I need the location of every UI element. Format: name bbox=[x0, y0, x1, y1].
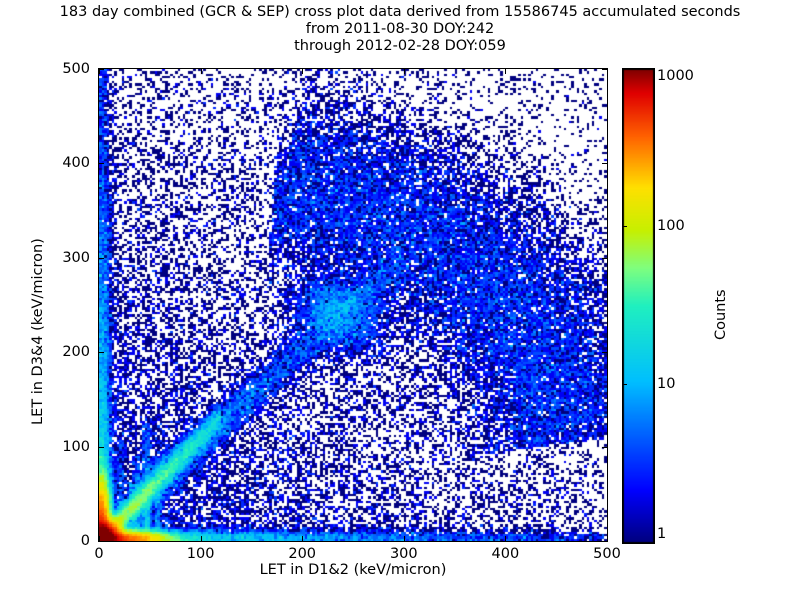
x-tick-label: 300 bbox=[389, 546, 418, 562]
colorbar-tick-mark bbox=[622, 384, 627, 385]
x-tick-mark bbox=[505, 69, 507, 74]
y-tick-mark bbox=[99, 352, 104, 354]
y-tick-label: 200 bbox=[62, 344, 90, 361]
y-tick-mark bbox=[99, 257, 104, 259]
colorbar bbox=[622, 68, 655, 544]
y-axis-label: LET in D3&4 (keV/micron) bbox=[30, 238, 46, 425]
y-tick-label: 100 bbox=[62, 438, 90, 455]
colorbar-tick-label: 1000 bbox=[657, 68, 694, 84]
x-tick-mark bbox=[403, 536, 405, 541]
colorbar-label: Counts bbox=[713, 289, 729, 340]
y-tick-mark bbox=[602, 69, 607, 70]
title-line-1: 183 day combined (GCR & SEP) cross plot … bbox=[59, 4, 741, 20]
x-tick-mark bbox=[607, 69, 608, 74]
y-tick-mark bbox=[99, 446, 104, 448]
y-tick-mark bbox=[602, 541, 607, 542]
y-tick-label: 0 bbox=[80, 533, 90, 549]
y-tick-mark bbox=[602, 352, 607, 354]
plot-area bbox=[98, 68, 608, 542]
x-tick-mark bbox=[200, 69, 202, 74]
title-line-2: from 2011-08-30 DOY:242 bbox=[305, 21, 495, 37]
x-tick-label: 500 bbox=[593, 546, 621, 562]
x-tick-mark bbox=[505, 536, 507, 541]
y-tick-label: 300 bbox=[62, 249, 90, 266]
y-tick-mark bbox=[99, 69, 104, 70]
y-tick-mark bbox=[99, 163, 104, 165]
x-tick-mark bbox=[302, 536, 304, 541]
y-tick-mark bbox=[99, 541, 104, 542]
x-tick-label: 200 bbox=[288, 546, 317, 562]
x-tick-mark bbox=[99, 536, 100, 541]
x-tick-mark bbox=[302, 69, 304, 74]
x-tick-label: 400 bbox=[491, 546, 520, 562]
x-tick-mark bbox=[403, 69, 405, 74]
x-tick-label: 100 bbox=[186, 546, 215, 562]
density-heatmap bbox=[99, 69, 607, 541]
colorbar-gradient bbox=[622, 68, 655, 544]
x-tick-label: 0 bbox=[94, 546, 104, 562]
y-tick-label: 400 bbox=[62, 155, 90, 172]
x-tick-mark bbox=[99, 69, 100, 74]
title-line-3: through 2012-02-28 DOY:059 bbox=[294, 38, 506, 54]
chart-title: 183 day combined (GCR & SEP) cross plot … bbox=[0, 4, 800, 55]
y-tick-mark bbox=[602, 257, 607, 259]
y-tick-mark bbox=[602, 163, 607, 165]
x-axis-label: LET in D1&2 (keV/micron) bbox=[259, 562, 447, 578]
colorbar-tick-mark bbox=[622, 226, 627, 227]
colorbar-tick-label: 1 bbox=[657, 526, 667, 542]
y-tick-mark bbox=[602, 446, 607, 448]
x-tick-mark bbox=[607, 536, 608, 541]
colorbar-tick-label: 10 bbox=[657, 376, 676, 392]
colorbar-tick-label: 100 bbox=[657, 218, 685, 234]
y-tick-label: 500 bbox=[62, 61, 90, 77]
x-tick-mark bbox=[200, 536, 202, 541]
